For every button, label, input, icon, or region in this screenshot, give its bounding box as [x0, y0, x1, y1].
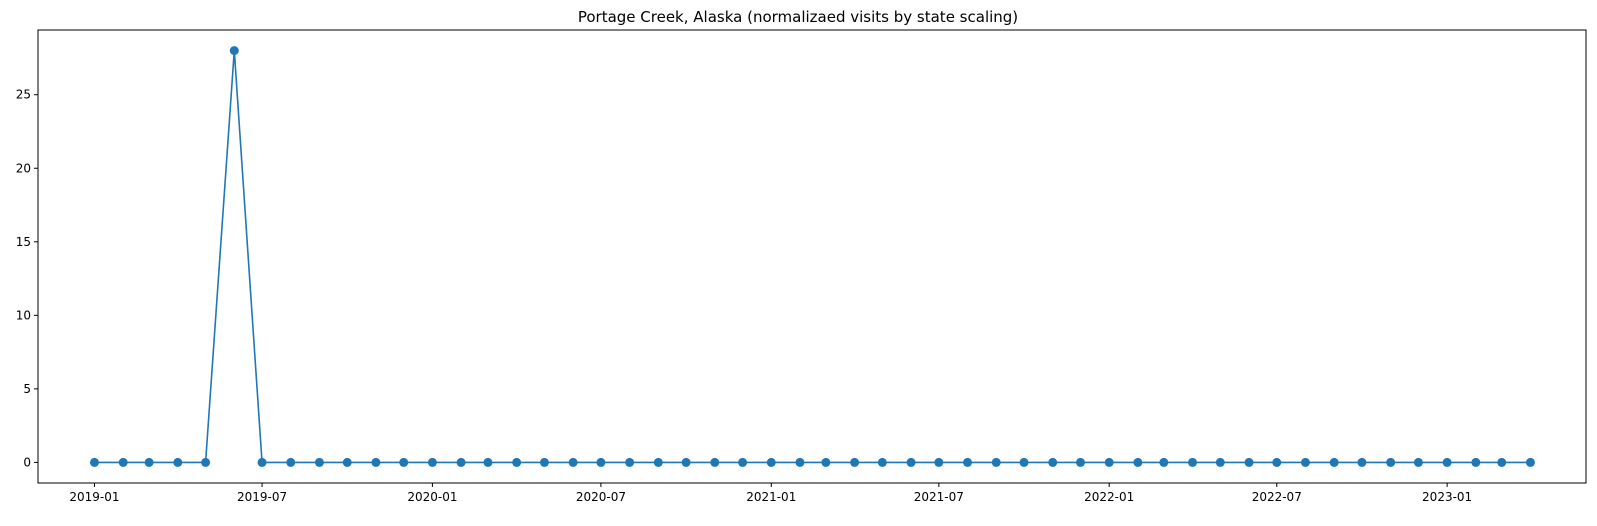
data-point	[877, 457, 887, 467]
data-point	[1075, 457, 1085, 467]
data-point	[512, 457, 522, 467]
data-point	[1471, 457, 1481, 467]
data-point	[427, 457, 437, 467]
x-tick-label: 2020-01	[407, 490, 457, 504]
data-point	[1497, 457, 1507, 467]
data-point	[1386, 457, 1396, 467]
data-point	[456, 457, 466, 467]
data-point	[257, 457, 267, 467]
plot-area	[37, 29, 1587, 484]
data-point	[118, 457, 128, 467]
data-point	[1159, 457, 1169, 467]
data-point	[1215, 457, 1225, 467]
series-layer	[89, 46, 1535, 467]
data-point	[286, 457, 296, 467]
x-tick-label: 2019-01	[69, 490, 119, 504]
data-point	[596, 457, 606, 467]
data-point	[738, 457, 748, 467]
series-line	[94, 50, 1531, 464]
data-point	[710, 457, 720, 467]
y-tick-label: 25	[16, 88, 31, 102]
data-point	[173, 457, 183, 467]
data-point	[1329, 457, 1339, 467]
data-point	[1133, 457, 1143, 467]
data-point	[1413, 457, 1423, 467]
data-point	[89, 457, 99, 467]
y-tick-label: 5	[23, 382, 31, 396]
data-point	[795, 457, 805, 467]
y-tick-label: 20	[16, 161, 31, 175]
data-point	[1244, 457, 1254, 467]
data-point	[539, 457, 549, 467]
data-point	[766, 457, 776, 467]
x-tick-label: 2021-07	[914, 490, 964, 504]
data-point	[1525, 457, 1535, 467]
data-point	[568, 457, 578, 467]
x-axis: 2019-01 2019-07 2020-01 2020-07 2021-01 2021-…	[69, 483, 1472, 504]
data-point	[821, 457, 831, 467]
x-tick-label: 2022-07	[1252, 490, 1302, 504]
data-point	[681, 457, 691, 467]
data-point	[1019, 457, 1029, 467]
data-point	[934, 457, 944, 467]
y-axis: 0 5 10 15 20 25	[16, 88, 38, 469]
y-tick-label: 0	[23, 455, 31, 469]
data-point	[1300, 457, 1310, 467]
data-point	[1442, 457, 1452, 467]
x-tick-label: 2019-07	[237, 490, 287, 504]
data-point	[371, 457, 381, 467]
data-point	[1357, 457, 1367, 467]
y-tick-label: 15	[16, 235, 31, 249]
data-point	[144, 457, 154, 467]
x-tick-label: 2021-01	[746, 490, 796, 504]
data-point	[229, 46, 239, 56]
data-point	[314, 457, 324, 467]
data-point	[1104, 457, 1114, 467]
data-point	[483, 457, 493, 467]
chart-title: Portage Creek, Alaska (normalizaed visit…	[578, 8, 1018, 26]
data-point	[991, 457, 1001, 467]
data-point	[1188, 457, 1198, 467]
data-point	[906, 457, 916, 467]
data-point	[1048, 457, 1058, 467]
data-point	[653, 457, 663, 467]
data-point	[963, 457, 973, 467]
data-point	[399, 457, 409, 467]
data-point	[625, 457, 635, 467]
x-tick-label: 2022-01	[1084, 490, 1134, 504]
x-tick-label: 2020-07	[576, 490, 626, 504]
data-point	[1272, 457, 1282, 467]
x-tick-label: 2023-01	[1422, 490, 1472, 504]
y-tick-label: 10	[16, 308, 31, 322]
data-point	[850, 457, 860, 467]
data-point	[201, 457, 211, 467]
data-point	[342, 457, 352, 467]
